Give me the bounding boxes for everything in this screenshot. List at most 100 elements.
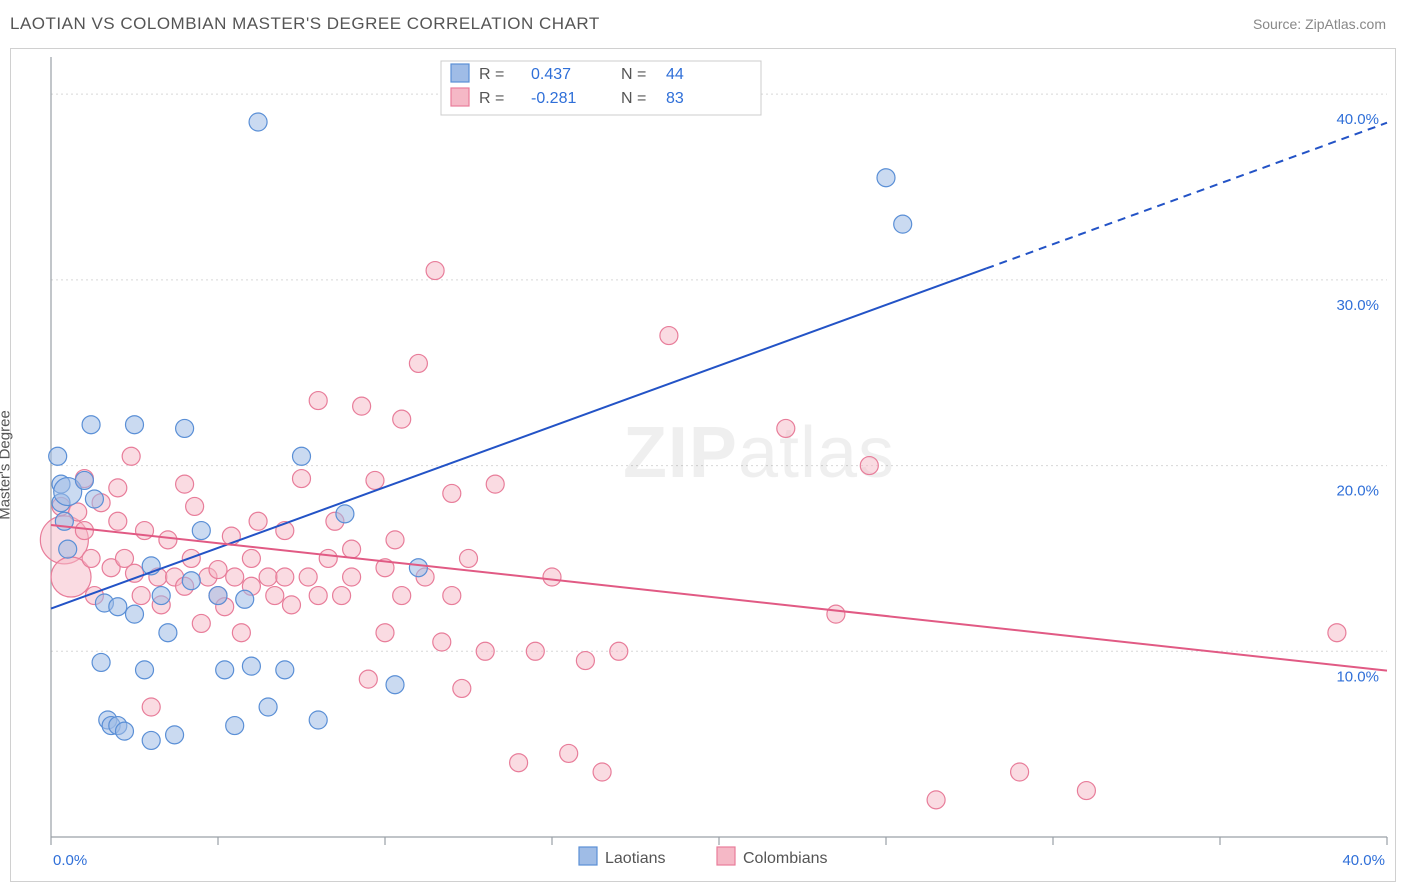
data-point [309,711,327,729]
data-point [359,670,377,688]
data-point [543,568,561,586]
legend-n-label: N = [621,90,646,107]
data-point [366,471,384,489]
data-point [486,475,504,493]
data-point [115,722,133,740]
data-point [476,642,494,660]
data-point [242,657,260,675]
data-point [426,262,444,280]
data-point [333,587,351,605]
legend-n-label: N = [621,66,646,83]
data-point [249,512,267,530]
data-point [176,475,194,493]
chart-title: LAOTIAN VS COLOMBIAN MASTER'S DEGREE COR… [10,14,600,34]
correlation-scatter-chart: 10.0%20.0%30.0%40.0%ZIPatlas0.0%40.0%R =… [11,49,1397,883]
data-point [75,522,93,540]
chart-source: Source: ZipAtlas.com [1253,16,1386,32]
legend-swatch [717,847,735,865]
data-point [266,587,284,605]
data-point [293,447,311,465]
data-point [894,215,912,233]
data-point [122,447,140,465]
data-point [293,470,311,488]
data-point [393,410,411,428]
data-point [59,540,77,558]
data-point [136,661,154,679]
source-prefix: Source: [1253,16,1305,32]
legend-r-label: R = [479,66,504,83]
regression-line-dashed [986,123,1387,269]
data-point [152,587,170,605]
data-point [526,642,544,660]
data-point [443,484,461,502]
data-point [877,169,895,187]
legend-r-value: -0.281 [531,90,576,107]
data-point [276,661,294,679]
data-point [132,587,150,605]
data-point [92,653,110,671]
series-legend: LaotiansColombians [579,847,827,867]
data-point [49,447,67,465]
y-tick-label: 40.0% [1336,111,1379,128]
data-point [433,633,451,651]
data-point [109,512,127,530]
data-point [343,540,361,558]
legend-swatch [451,64,469,82]
data-point [282,596,300,614]
data-point [309,392,327,410]
data-point [593,763,611,781]
data-point [309,587,327,605]
data-point [453,679,471,697]
data-point [353,397,371,415]
data-point [142,731,160,749]
data-point [386,531,404,549]
data-point [927,791,945,809]
data-point [1077,782,1095,800]
legend-n-value: 83 [666,90,684,107]
data-point [142,698,160,716]
data-point [460,549,478,567]
chart-header: LAOTIAN VS COLOMBIAN MASTER'S DEGREE COR… [0,0,1406,48]
data-point [85,490,103,508]
data-point [226,568,244,586]
data-point [82,416,100,434]
data-point [166,726,184,744]
data-point [510,754,528,772]
data-point [126,605,144,623]
data-point [182,572,200,590]
data-point [209,561,227,579]
data-point [409,354,427,372]
data-point [259,698,277,716]
watermark: ZIPatlas [623,413,895,493]
data-point [299,568,317,586]
data-point [860,457,878,475]
stats-legend: R = 0.437N = 44R = -0.281N = 83 [441,61,761,115]
data-point [660,327,678,345]
legend-label: Colombians [743,850,827,867]
x-tick-label: 40.0% [1342,852,1385,869]
source-name: ZipAtlas.com [1305,16,1386,32]
data-point [610,642,628,660]
data-point [409,559,427,577]
data-point [126,416,144,434]
data-point [343,568,361,586]
data-point [386,676,404,694]
data-point [216,661,234,679]
data-point [319,549,337,567]
legend-swatch [579,847,597,865]
y-tick-label: 10.0% [1336,668,1379,685]
data-point [827,605,845,623]
data-point [209,587,227,605]
legend-n-value: 44 [666,66,684,83]
data-point [186,497,204,515]
data-point [192,522,210,540]
x-tick-label: 0.0% [53,852,87,869]
chart-container: Master's Degree 10.0%20.0%30.0%40.0%ZIPa… [10,48,1396,882]
data-point [75,471,93,489]
data-point [1328,624,1346,642]
data-point [109,479,127,497]
data-point [176,419,194,437]
y-axis-label: Master's Degree [0,410,14,520]
data-point [192,614,210,632]
data-point [276,568,294,586]
